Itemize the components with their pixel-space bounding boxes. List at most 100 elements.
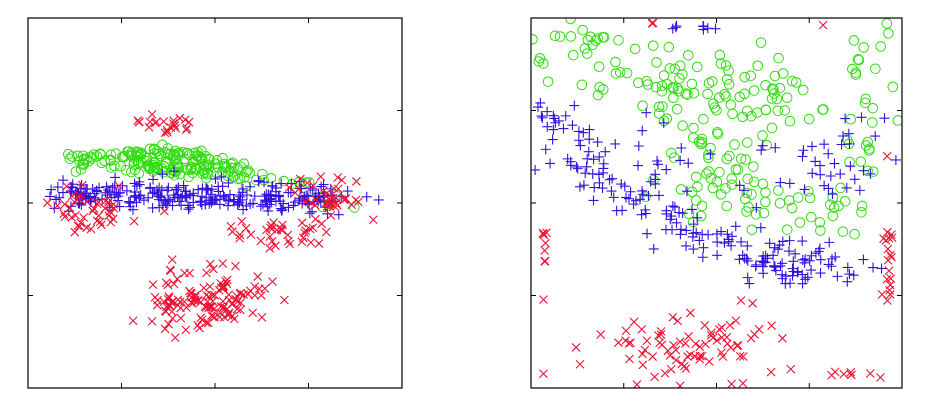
data-point	[58, 175, 69, 186]
data-point	[141, 152, 153, 164]
data-point	[156, 192, 167, 203]
data-point	[119, 150, 130, 162]
data-point	[133, 149, 144, 160]
data-point	[220, 194, 231, 205]
data-point	[162, 185, 173, 196]
data-point	[697, 351, 707, 361]
data-point	[574, 181, 585, 192]
data-point	[666, 364, 676, 374]
data-point	[542, 76, 554, 87]
data-point	[581, 48, 593, 59]
data-point	[625, 186, 636, 197]
data-point	[656, 80, 668, 92]
data-point	[193, 296, 203, 306]
data-point	[727, 379, 736, 388]
data-point	[165, 167, 177, 178]
data-point	[748, 161, 759, 172]
data-point	[695, 138, 707, 150]
data-point	[235, 233, 245, 243]
data-point	[882, 274, 892, 284]
data-point	[75, 164, 87, 175]
data-point	[884, 266, 894, 276]
data-point	[712, 128, 724, 140]
data-point	[323, 198, 333, 208]
data-point	[744, 278, 755, 289]
data-point	[667, 81, 679, 93]
data-point	[253, 175, 264, 186]
data-point	[83, 156, 95, 167]
data-point	[686, 308, 695, 318]
data-point	[180, 191, 191, 202]
data-point	[746, 224, 758, 236]
data-point	[696, 133, 708, 145]
data-point	[176, 313, 186, 323]
data-point	[208, 264, 218, 274]
data-point	[815, 254, 826, 265]
data-point	[843, 128, 854, 139]
data-point	[77, 150, 89, 162]
data-point	[214, 199, 225, 210]
data-point	[658, 70, 670, 81]
data-point	[852, 54, 864, 65]
data-point	[647, 40, 659, 51]
data-point	[726, 179, 738, 190]
data-point	[724, 150, 735, 162]
data-point	[184, 189, 195, 200]
plot-area-right	[531, 18, 902, 388]
data-point	[711, 228, 722, 239]
data-point	[661, 164, 672, 175]
data-point	[752, 60, 764, 72]
data-point	[265, 190, 276, 201]
data-point	[633, 141, 644, 152]
data-point	[711, 176, 723, 188]
data-point	[656, 85, 668, 97]
data-point	[541, 238, 550, 248]
data-point	[202, 268, 211, 278]
data-point	[804, 255, 815, 266]
data-point	[648, 18, 658, 28]
data-point	[275, 196, 286, 207]
data-point	[650, 81, 662, 93]
data-point	[535, 97, 546, 108]
data-point	[706, 328, 716, 337]
data-point	[674, 60, 686, 71]
data-point	[314, 239, 324, 248]
data-point	[675, 155, 686, 166]
data-point	[748, 298, 757, 308]
data-point	[890, 154, 901, 165]
data-point	[702, 23, 713, 34]
data-point	[797, 254, 808, 265]
data-point	[538, 229, 548, 239]
data-point	[669, 202, 680, 213]
data-point	[741, 137, 753, 148]
data-point	[736, 236, 747, 247]
data-point	[248, 308, 258, 318]
data-point	[641, 107, 652, 118]
data-point	[115, 160, 127, 172]
data-point	[368, 215, 378, 225]
data-point	[731, 316, 741, 325]
data-point	[199, 167, 210, 178]
data-point	[675, 224, 686, 235]
data-point	[757, 130, 768, 141]
data-point	[560, 110, 571, 121]
data-point	[790, 248, 801, 259]
data-point	[177, 146, 189, 158]
data-point	[726, 240, 737, 251]
data-point	[691, 61, 703, 73]
data-point	[700, 320, 710, 330]
data-point	[263, 205, 274, 216]
data-point	[671, 345, 681, 355]
data-point	[65, 203, 75, 213]
data-point	[233, 196, 244, 207]
data-point	[565, 31, 577, 42]
data-point	[786, 202, 798, 214]
data-point	[858, 42, 869, 53]
data-point	[239, 290, 249, 299]
data-point	[807, 168, 818, 179]
data-point	[331, 193, 341, 203]
data-point	[185, 268, 195, 278]
data-point	[592, 137, 603, 148]
data-point	[149, 148, 160, 159]
data-point	[686, 204, 697, 215]
